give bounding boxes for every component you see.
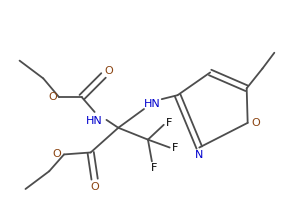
- Text: F: F: [171, 143, 178, 152]
- Text: O: O: [104, 67, 113, 76]
- Text: HN: HN: [144, 99, 160, 109]
- Text: F: F: [166, 118, 172, 128]
- Text: N: N: [195, 151, 203, 160]
- Text: O: O: [49, 92, 57, 102]
- Text: HN: HN: [86, 116, 103, 126]
- Text: O: O: [90, 182, 99, 192]
- Text: F: F: [151, 163, 157, 173]
- Text: O: O: [53, 149, 61, 159]
- Text: O: O: [251, 118, 260, 128]
